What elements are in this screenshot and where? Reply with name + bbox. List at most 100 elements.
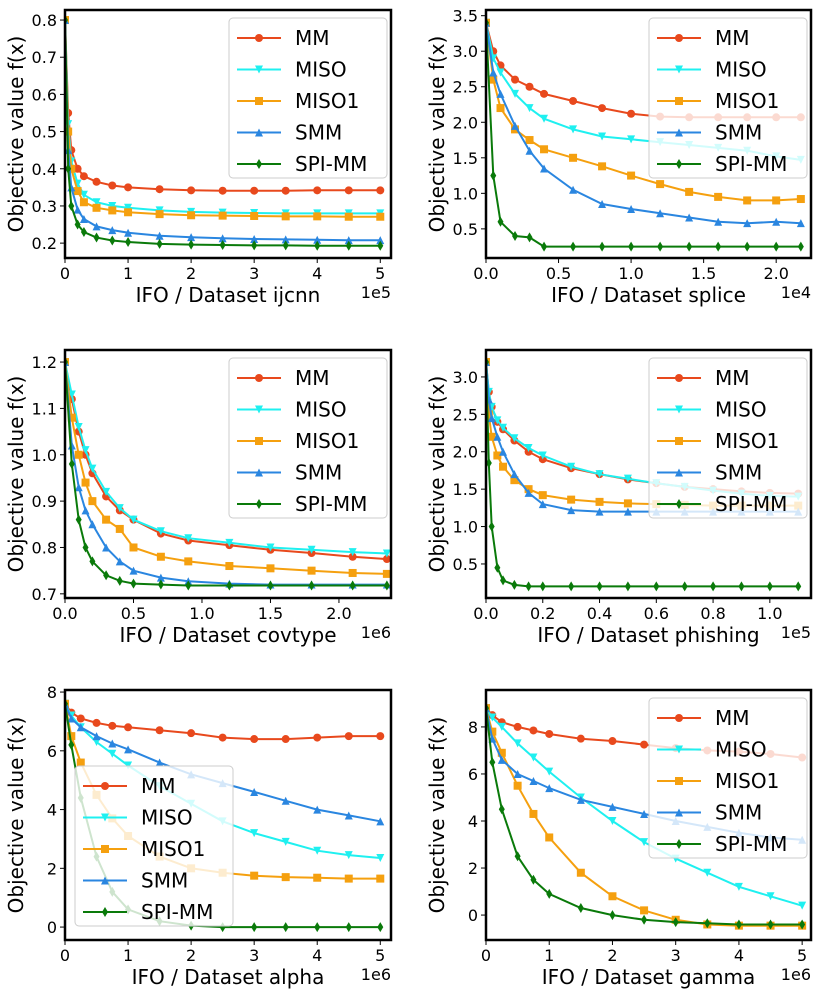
y-axis-label: Objective value f(x): [4, 376, 28, 573]
marker: [81, 506, 90, 515]
x-tick-label: 2.0: [326, 604, 351, 623]
marker: [796, 195, 805, 204]
marker: [675, 777, 683, 785]
marker: [539, 581, 546, 592]
marker: [219, 239, 226, 250]
y-tick-label: 0.4: [32, 160, 57, 179]
y-tick-label: 8: [468, 718, 478, 737]
y-tick-label: 2.5: [453, 405, 478, 424]
legend-label: SMM: [141, 869, 188, 893]
marker: [184, 534, 193, 543]
marker: [567, 506, 576, 515]
marker: [525, 136, 534, 145]
marker: [67, 441, 76, 450]
marker: [704, 918, 711, 929]
marker: [608, 802, 617, 811]
marker: [598, 132, 607, 141]
marker: [255, 97, 263, 105]
y-axis-label: Objective value f(x): [4, 36, 28, 233]
marker: [511, 579, 518, 590]
marker: [489, 75, 498, 84]
marker: [540, 89, 549, 98]
plot-frame: [63, 348, 393, 600]
plot-frame: [484, 688, 813, 942]
x-tick-label: 2: [607, 946, 617, 965]
marker: [313, 733, 322, 742]
marker: [188, 239, 195, 250]
legend-label: MM: [715, 366, 750, 390]
marker: [68, 739, 75, 750]
marker: [640, 740, 649, 749]
marker: [344, 186, 353, 195]
marker: [101, 813, 109, 822]
marker: [256, 159, 262, 169]
marker: [344, 811, 353, 820]
marker: [344, 732, 353, 741]
marker: [376, 212, 385, 221]
marker: [623, 474, 632, 483]
marker: [348, 552, 357, 561]
marker: [675, 405, 683, 414]
marker: [641, 914, 648, 925]
marker: [344, 874, 353, 883]
marker: [102, 515, 111, 524]
subplot: 0 1 2 3 4 5 0 2 4 6 8 1e6 IFO / Dataset alpha Objecti…: [4, 683, 393, 989]
y-tick-label: 0: [468, 906, 478, 925]
marker: [496, 68, 505, 77]
marker: [567, 462, 576, 471]
marker: [184, 557, 193, 566]
marker: [255, 128, 263, 137]
marker: [124, 723, 133, 732]
marker: [382, 555, 391, 564]
legend-label: MISO1: [715, 429, 779, 453]
marker: [115, 557, 124, 566]
y-axis-label: Objective value f(x): [425, 717, 449, 914]
marker: [568, 581, 575, 592]
marker: [773, 241, 780, 252]
legend-label: SMM: [715, 801, 762, 825]
marker: [623, 507, 632, 516]
x-tick-label: 1: [544, 946, 554, 965]
legend-label: SPI-MM: [141, 900, 213, 924]
marker: [382, 549, 391, 558]
marker: [75, 514, 82, 525]
legend-box: [74, 765, 234, 927]
x-tick-label: 4: [734, 946, 744, 965]
marker: [676, 159, 682, 169]
y-tick-label: 3.5: [453, 7, 478, 26]
marker: [102, 487, 111, 496]
marker: [281, 873, 290, 882]
marker: [675, 468, 683, 477]
subplot: 0.0 0.5 1.0 1.5 2.0 0.5 1.0 1.5 2.0 2.5 3.0 3.5 1e4 I…: [425, 7, 813, 307]
marker: [546, 888, 553, 899]
x-tick-label: 1: [123, 946, 133, 965]
marker: [225, 538, 234, 547]
legend-label: MISO: [295, 398, 347, 422]
x-tick-label: 1.0: [618, 264, 643, 283]
marker: [313, 846, 322, 855]
marker: [255, 374, 263, 382]
marker: [569, 96, 578, 105]
marker: [344, 236, 353, 245]
y-tick-label: 3.0: [453, 368, 478, 387]
marker: [545, 767, 554, 776]
marker: [545, 784, 554, 793]
y-tick-label: 6: [468, 765, 478, 784]
x-tick-label: 3: [249, 946, 259, 965]
marker: [567, 495, 576, 504]
marker: [499, 423, 508, 432]
marker: [218, 186, 227, 195]
marker: [627, 135, 636, 144]
marker: [68, 200, 75, 211]
marker: [524, 488, 533, 497]
marker: [255, 65, 263, 74]
x-axis-label: IFO / Dataset covtype: [119, 623, 336, 647]
x-axis-label: IFO / Dataset ijcnn: [136, 283, 321, 307]
marker: [313, 805, 322, 814]
marker: [640, 809, 649, 818]
marker: [129, 515, 138, 524]
legend-label: SMM: [295, 121, 342, 145]
marker: [538, 491, 547, 500]
marker: [225, 562, 234, 571]
x-tick-label: 1: [123, 264, 133, 283]
